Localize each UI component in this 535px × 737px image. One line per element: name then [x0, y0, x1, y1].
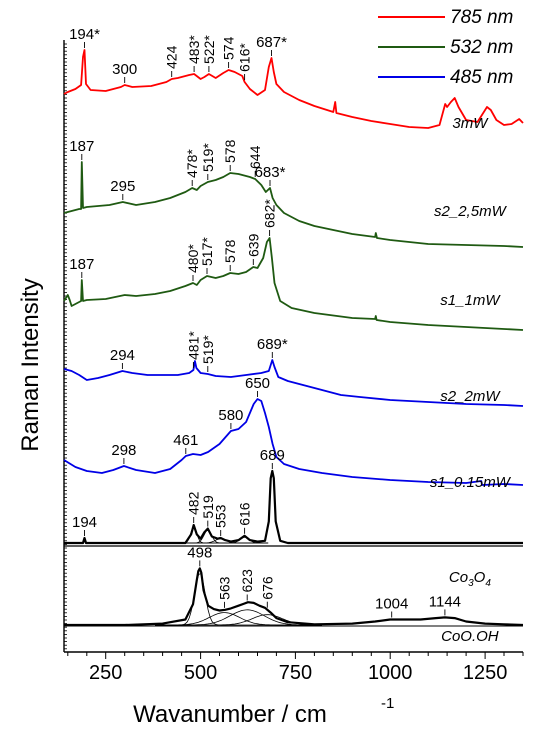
peak-label: 1004	[375, 596, 408, 613]
peak-label: 194*	[69, 26, 100, 43]
peak-label: 683*	[255, 164, 286, 181]
peak-label: 498	[187, 544, 212, 561]
peak-label: 519	[200, 495, 216, 519]
peak-label: 689*	[257, 336, 288, 353]
peak-label: 517*	[199, 237, 215, 266]
series-label-3: s2_2mW	[440, 388, 501, 405]
peak-label: 687*	[256, 34, 287, 51]
series-line-6	[64, 567, 524, 627]
series-label-2: s1_1mW	[440, 292, 501, 309]
peak-label: 616	[237, 502, 253, 526]
peak-label: 194	[72, 514, 97, 531]
peak-label: 187	[69, 138, 94, 155]
y-axis-title: Raman Intensity	[17, 278, 44, 451]
legend-label: 785 nm	[450, 7, 513, 28]
co3o4-component-3	[174, 536, 269, 544]
peak-label: 522*	[201, 35, 217, 64]
peak-label: 676	[259, 576, 275, 600]
peak-label: 553	[213, 504, 229, 528]
peak-label: 424	[164, 45, 180, 69]
peak-label: 616*	[237, 43, 253, 72]
peak-label: 481*	[185, 331, 201, 360]
peak-label: 187	[69, 256, 94, 273]
peak-label: 639	[245, 233, 261, 257]
peak-label: 650	[245, 375, 270, 392]
x-tick-label: 250	[89, 662, 122, 684]
series-label-6: CoO.OH	[441, 628, 499, 645]
series-label-1: s2_2,5mW	[434, 203, 508, 220]
legend: 785 nm 532 nm 485 nm	[378, 7, 513, 88]
series-line-2	[63, 237, 524, 331]
legend-label: 532 nm	[450, 37, 513, 58]
peak-label: 682*	[262, 199, 278, 228]
peak-label: 644	[247, 145, 263, 169]
peak-label: 574	[221, 36, 237, 60]
peak-label: 480*	[185, 244, 201, 273]
x-tick-label: 750	[279, 662, 312, 684]
x-axis-title: Wavanumber / cm	[133, 701, 327, 728]
peak-label: 295	[110, 178, 135, 195]
series-line-4	[63, 398, 524, 486]
peak-label: 298	[111, 442, 136, 459]
series-line-0	[63, 49, 524, 129]
peak-label: 1144	[429, 593, 461, 610]
x-axis-title-superscript: -1	[381, 695, 394, 712]
peak-label: 461	[173, 432, 198, 449]
x-tick-label: 1000	[368, 662, 413, 684]
peak-label: 623	[239, 569, 255, 593]
plot-frame	[63, 40, 523, 653]
coooh-component-3	[155, 614, 322, 626]
peak-label: 578	[222, 239, 238, 263]
peak-label: 580	[218, 407, 243, 424]
peak-label: 519*	[200, 143, 216, 172]
x-axis: 250 500 750 1000 1250	[67, 652, 524, 684]
peak-label: 519*	[200, 335, 216, 364]
series-name-labels: 3mW s2_2,5mW s1_1mW s2_2mW s1_0.15mW Co3O4 CoO…	[430, 115, 512, 645]
peak-label: 294	[110, 347, 135, 364]
peak-label: 689	[260, 447, 285, 464]
series-label-0: 3mW	[452, 115, 489, 132]
series-label-4: s1_0.15mW	[430, 474, 512, 491]
spectra-traces	[63, 49, 524, 627]
series-line-3	[63, 359, 524, 407]
peak-label: 483*	[186, 35, 202, 64]
legend-label: 485 nm	[450, 67, 513, 88]
x-tick-label: 500	[184, 662, 217, 684]
peak-label: 578	[222, 139, 238, 163]
peak-label: 563	[217, 576, 233, 600]
peak-label: 300	[112, 61, 137, 78]
series-line-1	[63, 161, 524, 248]
series-label-5: Co3O4	[449, 569, 491, 589]
peak-label: 478*	[184, 149, 200, 178]
x-tick-label: 1250	[463, 662, 508, 684]
peak-label: 482	[186, 491, 202, 515]
